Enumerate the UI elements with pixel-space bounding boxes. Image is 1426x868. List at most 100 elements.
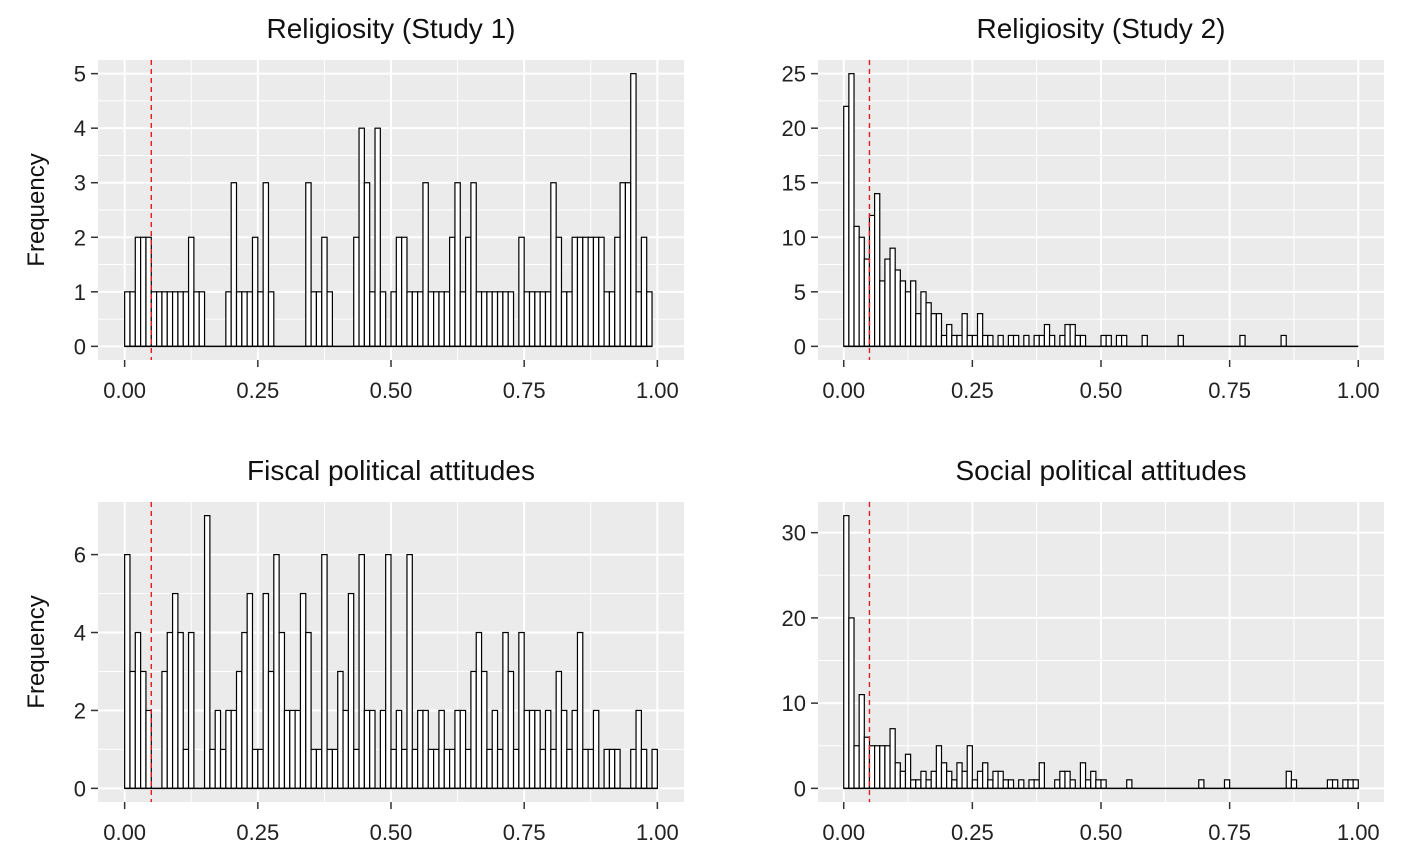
histogram-bar [187, 631, 195, 789]
histogram-bar [884, 745, 891, 789]
y-tick-label: 20 [782, 116, 806, 141]
histogram-bar [417, 709, 424, 789]
histogram-bar [257, 748, 264, 789]
histogram-bar [1007, 334, 1015, 347]
panel-2: 0.00 0.25 0.50 0.75 1.00 0 5 10 15 20 25 Religiosit… [782, 13, 1384, 403]
histogram-bar [571, 709, 579, 789]
histogram-bar [1023, 334, 1030, 347]
x-tick-label: 0.00 [103, 378, 146, 403]
histogram-bar [946, 770, 953, 789]
histogram-bar [598, 236, 605, 347]
histogram-bar [150, 291, 158, 347]
y-tick-label: 6 [74, 543, 86, 568]
histogram-bar [843, 515, 850, 789]
histogram-bar [267, 670, 275, 789]
histogram-bar [1141, 334, 1148, 347]
x-tick-label: 0.75 [503, 820, 546, 845]
histogram-bar [161, 291, 168, 347]
histogram-bar [566, 748, 573, 789]
histogram-bar [262, 182, 270, 347]
histogram-bar [899, 280, 907, 347]
histogram-bar [379, 709, 387, 789]
histogram-bar [310, 291, 318, 347]
histogram-bar [528, 709, 536, 789]
histogram-bar [863, 258, 871, 347]
panel-title: Religiosity (Study 1) [267, 13, 516, 44]
histogram-bar [182, 748, 190, 789]
y-tick-label: 20 [782, 606, 806, 631]
histogram-bar [946, 323, 953, 347]
histogram-bar [267, 291, 275, 347]
histogram-bar [1239, 334, 1246, 347]
histogram-bar [502, 291, 509, 347]
histogram-bar [480, 291, 488, 347]
histogram-bar [182, 291, 190, 347]
histogram-bar [411, 748, 419, 789]
histogram-bar [982, 334, 989, 347]
histogram-bar [1285, 770, 1292, 789]
histogram-bar [390, 748, 397, 789]
histogram-bar [1007, 779, 1015, 789]
x-tick-label: 0.75 [1208, 378, 1251, 403]
histogram-bar [1059, 334, 1066, 347]
histogram-bar [1074, 334, 1082, 347]
histogram-bar [889, 247, 896, 347]
histogram-bar [385, 553, 392, 789]
y-tick-label: 15 [782, 171, 806, 196]
x-tick-label: 1.00 [1337, 820, 1380, 845]
histogram-bar [853, 745, 860, 789]
histogram-bar [868, 214, 876, 347]
histogram-bar [1347, 779, 1354, 789]
histogram-bar [858, 236, 865, 347]
histogram-bar [459, 291, 467, 347]
y-tick-label: 25 [782, 62, 806, 87]
histogram-bar [433, 291, 440, 347]
histogram-bar [576, 631, 584, 789]
histogram-bar [868, 745, 876, 789]
histogram-bar [134, 236, 142, 347]
histogram-bar [582, 236, 589, 347]
histogram-bar [486, 748, 493, 789]
histogram-bar [925, 302, 932, 347]
histogram-bar [470, 670, 477, 789]
y-tick-label: 0 [794, 334, 806, 359]
histogram-bar [262, 592, 270, 789]
histogram-bar [177, 631, 184, 789]
panel-3: 0.00 0.25 0.50 0.75 1.00 0 2 4 6 Fiscal political… [23, 455, 684, 845]
histogram-bar [480, 670, 488, 789]
histogram-bar [422, 182, 429, 347]
histogram-bar [310, 748, 318, 789]
histogram-bar [608, 291, 616, 347]
histogram-bar [145, 236, 152, 347]
histogram-bar [1290, 779, 1298, 789]
histogram-bar [299, 592, 307, 789]
histogram-bar [251, 236, 259, 347]
histogram-bar [592, 236, 600, 347]
histogram-bar [337, 670, 344, 789]
histogram-bar [395, 709, 403, 789]
histogram-bar [363, 182, 371, 347]
histogram-bar [630, 73, 637, 347]
histogram-bar [582, 748, 589, 789]
histogram-bar [369, 709, 376, 789]
histogram-bar [976, 770, 984, 789]
histogram-bar [592, 709, 600, 789]
histogram-bar [956, 334, 963, 347]
histogram-bar [614, 236, 621, 347]
histogram-bar [608, 748, 616, 789]
histogram-bar [1342, 779, 1349, 789]
histogram-bar [997, 770, 1004, 789]
histogram-bar [507, 670, 515, 789]
histogram-bar [1054, 779, 1061, 789]
histogram-bar [987, 779, 994, 789]
histogram-bar [630, 748, 637, 789]
histogram-bar [454, 709, 461, 789]
histogram-bar [145, 709, 152, 789]
y-tick-label: 10 [782, 691, 806, 716]
histogram-bar [140, 670, 147, 789]
histogram-bar [1115, 334, 1123, 347]
histogram-bar [1326, 779, 1334, 789]
histogram-bar [858, 694, 865, 789]
histogram-bar [491, 709, 499, 789]
histogram-bar [507, 291, 515, 347]
